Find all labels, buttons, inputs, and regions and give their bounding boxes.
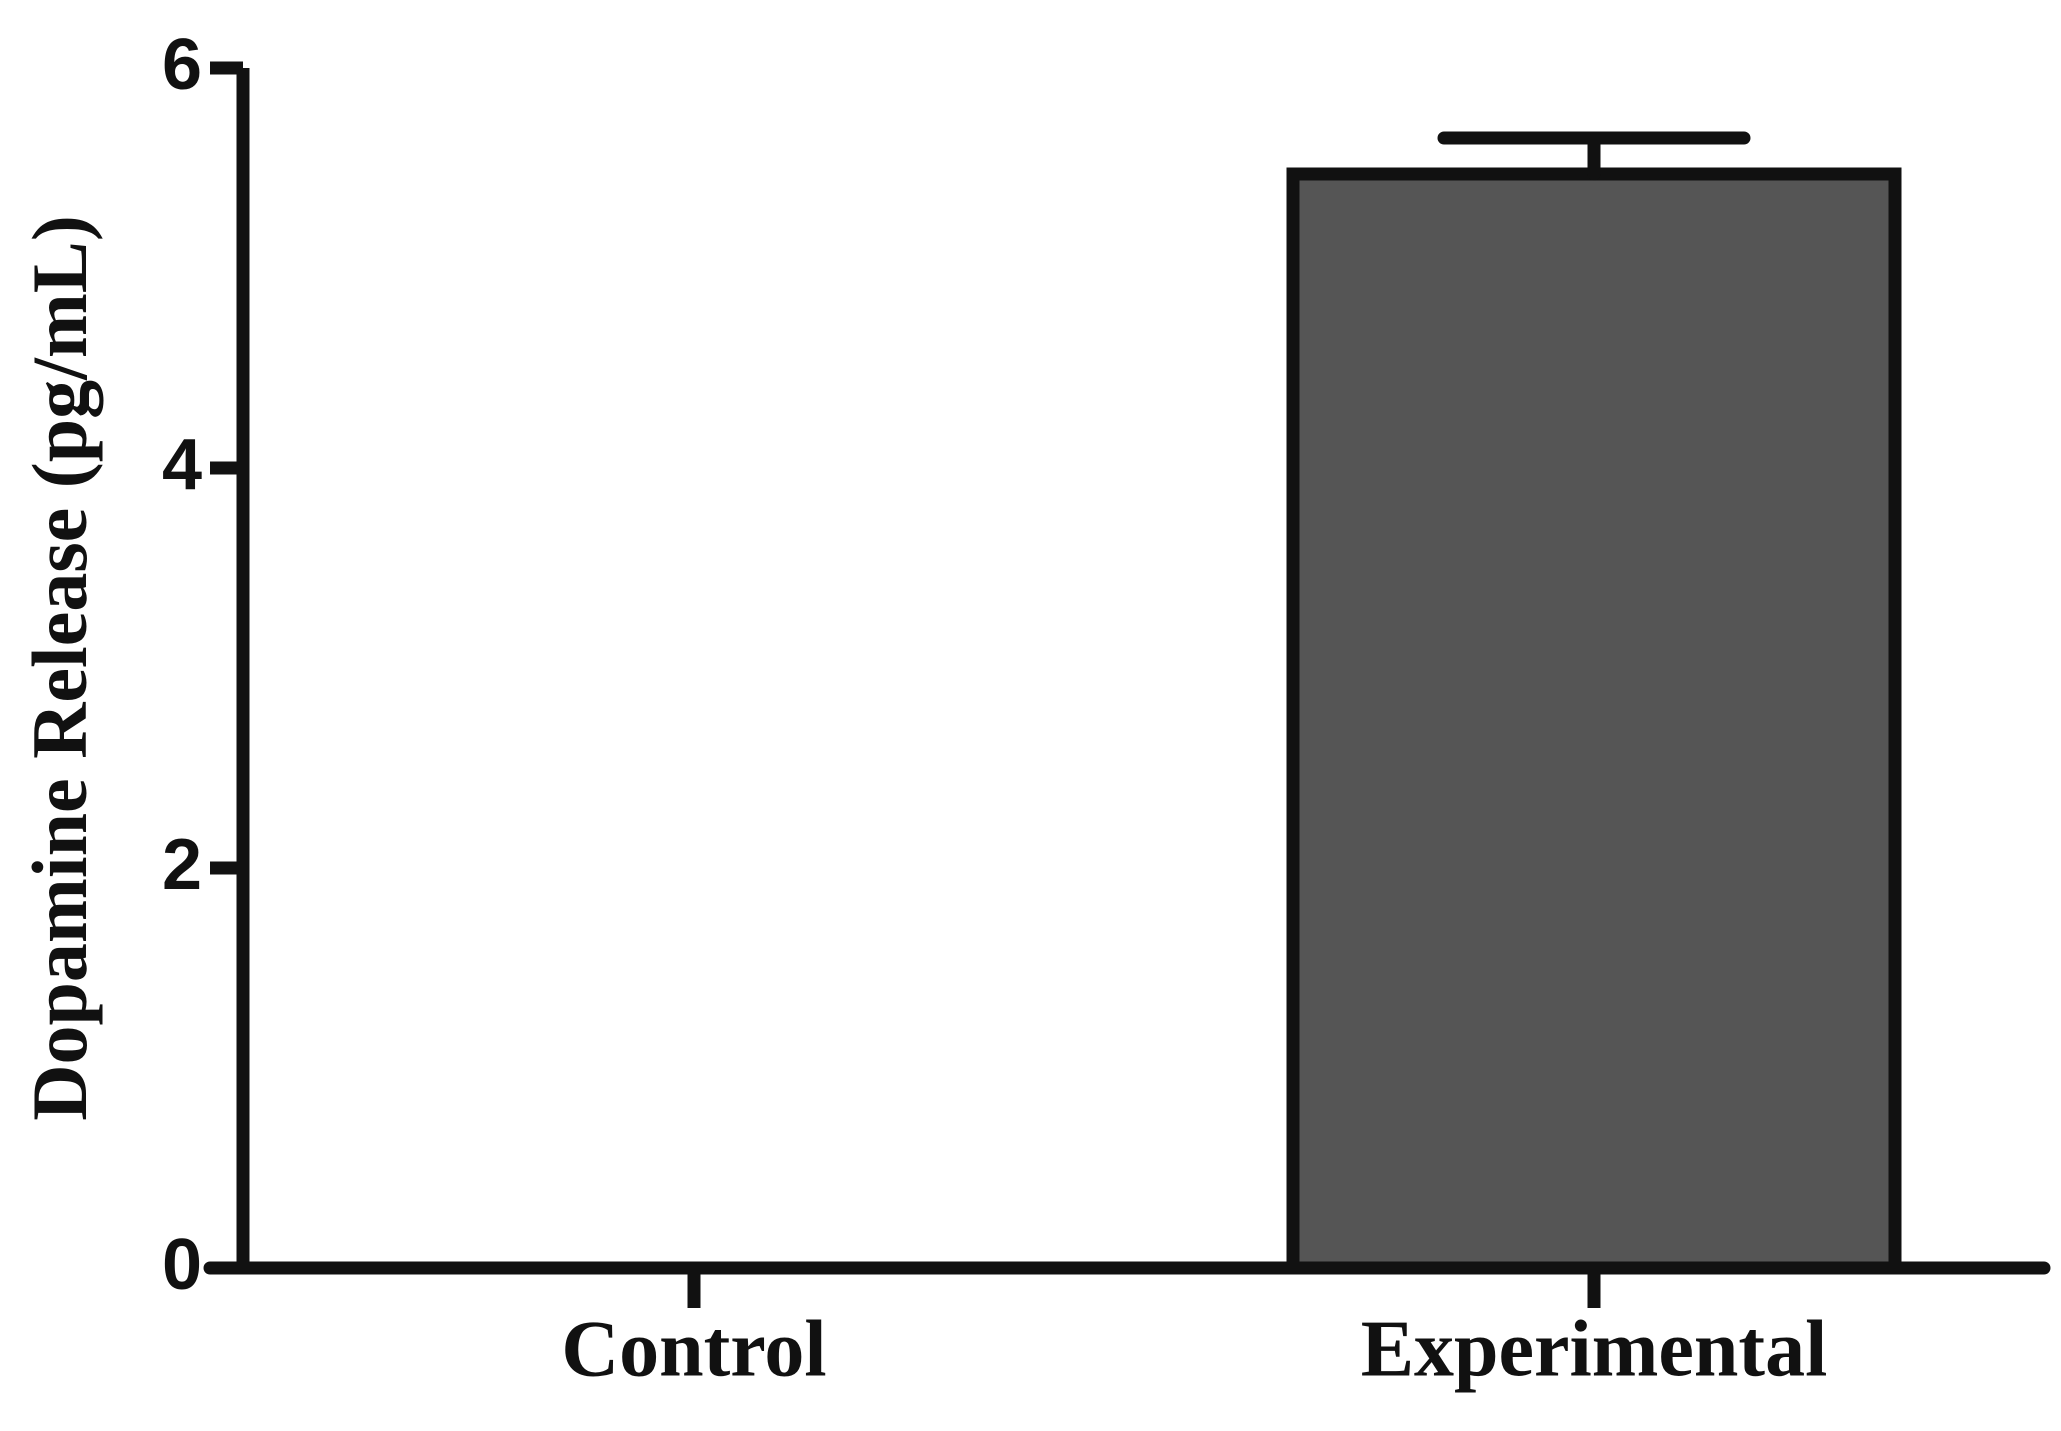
error-bar [1437,131,1751,181]
y-tick-label: 0 [162,1225,202,1305]
bar [1286,167,1902,1275]
x-tick-label: Control [561,1305,826,1393]
y-tick-label: 6 [162,25,202,105]
y-tick-label: 2 [162,825,202,905]
y-tick-label: 4 [162,425,202,505]
y-axis-title: Dopamine Release (pg/mL) [16,215,103,1121]
x-tick-label: Experimental [1361,1305,1828,1393]
